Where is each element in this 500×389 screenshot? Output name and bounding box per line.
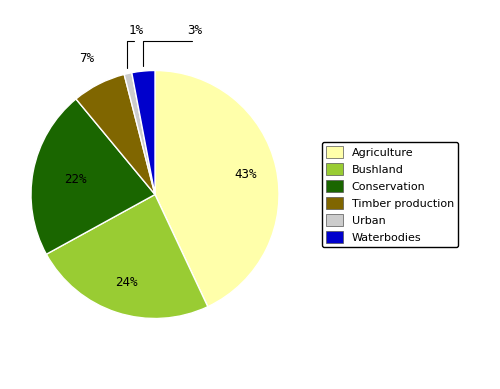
Wedge shape xyxy=(124,73,155,194)
Text: 43%: 43% xyxy=(234,168,257,181)
Wedge shape xyxy=(155,70,279,307)
Text: 1%: 1% xyxy=(129,25,144,37)
Text: 3%: 3% xyxy=(187,25,202,37)
Wedge shape xyxy=(46,194,208,319)
Wedge shape xyxy=(132,70,155,194)
Text: 22%: 22% xyxy=(64,173,87,186)
Wedge shape xyxy=(31,99,155,254)
Text: 7%: 7% xyxy=(80,52,94,65)
Legend: Agriculture, Bushland, Conservation, Timber production, Urban, Waterbodies: Agriculture, Bushland, Conservation, Tim… xyxy=(322,142,458,247)
Wedge shape xyxy=(76,74,155,194)
Text: 24%: 24% xyxy=(115,277,138,289)
